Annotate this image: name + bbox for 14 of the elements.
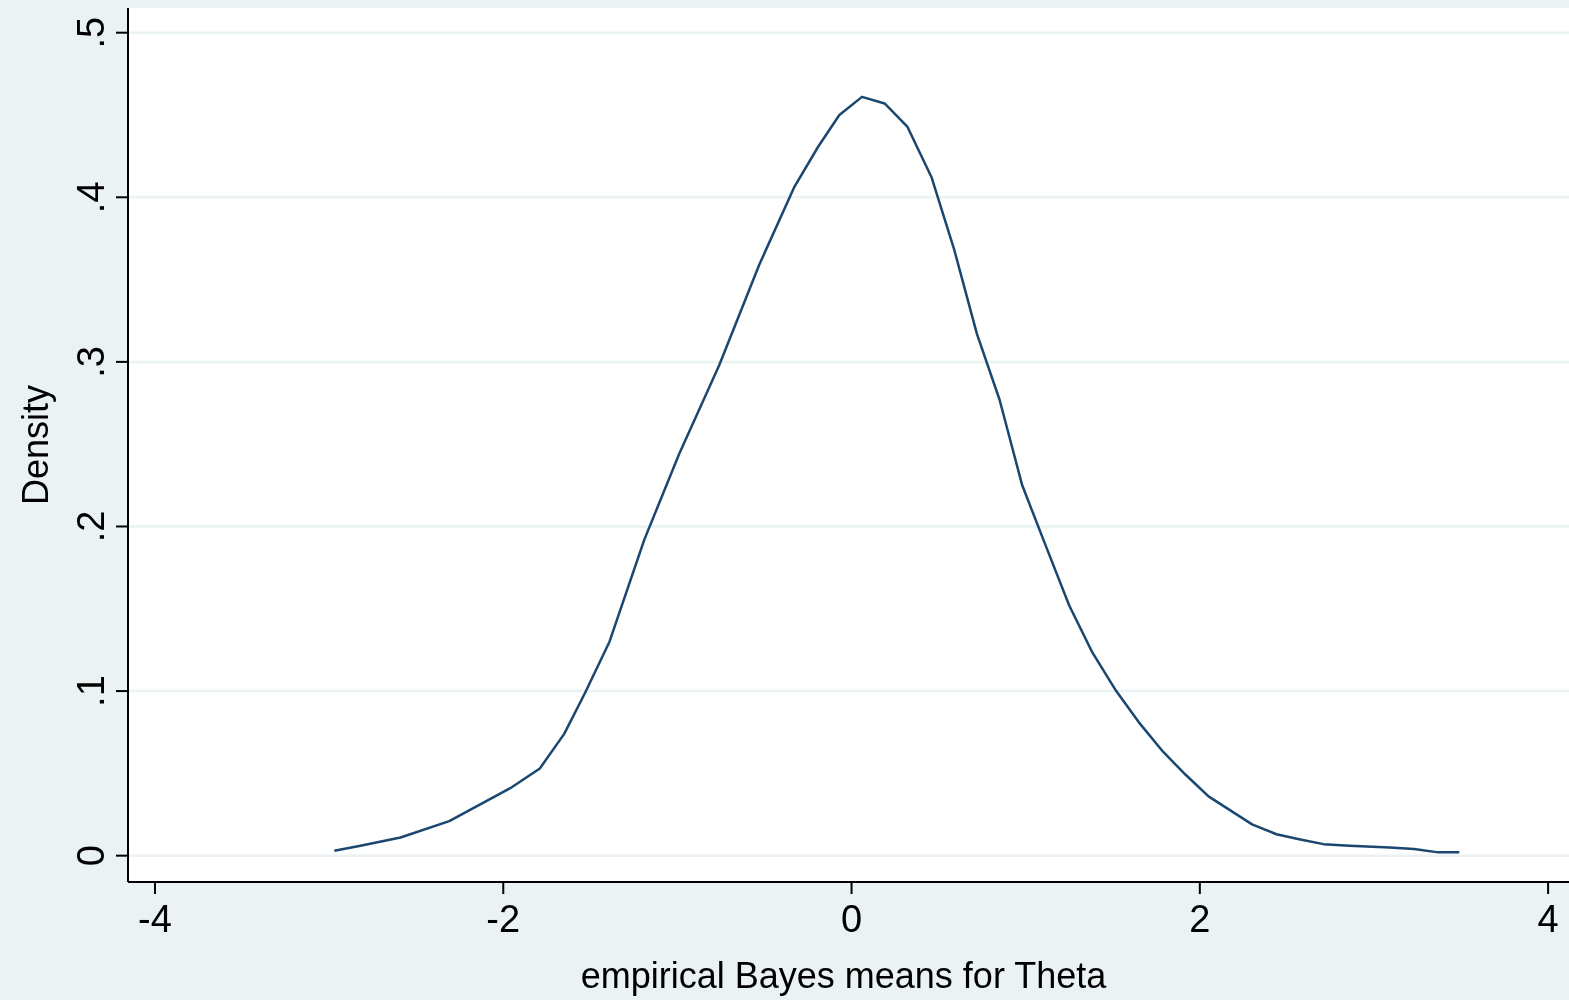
- y-axis-title: Density: [15, 384, 56, 506]
- y-tick-label: .2: [70, 510, 112, 543]
- y-tick-label: 0: [70, 845, 112, 867]
- x-axis-title: empirical Bayes means for Theta: [580, 955, 1108, 996]
- y-tick-label: .1: [70, 675, 112, 707]
- line-series: [333, 95, 1461, 854]
- x-tick-label: 0: [840, 898, 863, 940]
- x-tick-label: -2: [486, 898, 521, 940]
- x-tick-label: 4: [1537, 898, 1559, 940]
- y-tick-label: .3: [70, 346, 112, 378]
- y-tick-label: .4: [70, 181, 112, 214]
- x-tick-label: -4: [138, 898, 172, 940]
- y-tick-label: .5: [70, 16, 112, 49]
- x-tick-label: 2: [1189, 898, 1211, 940]
